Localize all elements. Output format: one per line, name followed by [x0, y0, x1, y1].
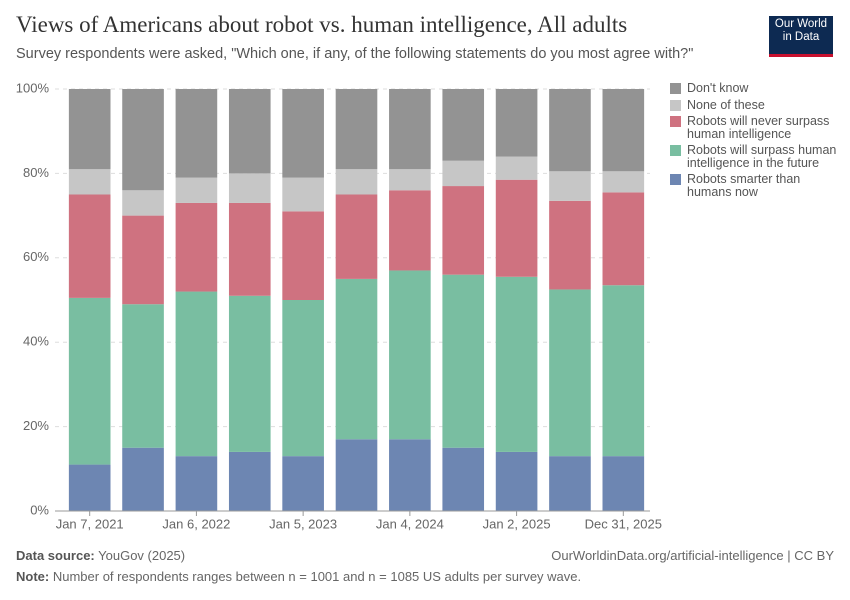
chart-title: Views of Americans about robot vs. human…	[16, 12, 628, 37]
legend-item[interactable]: Robots smarter than humans now	[670, 173, 840, 198]
bar-segment	[335, 278, 378, 440]
source-label: Data source:	[16, 548, 95, 563]
bar-segment	[282, 300, 324, 457]
bar-segment	[122, 447, 164, 511]
note: Number of respondents ranges between n =…	[52, 569, 582, 584]
bar-segment	[228, 173, 271, 203]
y-tick-label: 100%	[16, 80, 50, 95]
bar-segment	[602, 456, 645, 511]
legend-label: Robots smarter than humans now	[687, 172, 801, 199]
bar-segment	[389, 270, 431, 440]
note-label: Note:	[16, 569, 50, 584]
bar-segment	[495, 179, 538, 277]
x-tick-label: Jan 4, 2024	[376, 516, 444, 531]
chart-subtitle: Survey respondents were asked, "Which on…	[16, 46, 694, 62]
y-tick-label: 0%	[30, 502, 49, 517]
bar-segment	[122, 190, 164, 216]
bar-segment	[549, 200, 591, 290]
bar-segment	[175, 456, 218, 511]
bar-segment	[442, 186, 485, 275]
bar-segment	[495, 156, 538, 180]
bar-segment	[175, 89, 218, 178]
bar-segment	[442, 274, 485, 448]
x-tick-label: Jan 7, 2021	[56, 516, 124, 531]
y-tick-label: 20%	[23, 418, 49, 433]
bar-segment	[228, 295, 271, 452]
bar-segment	[442, 89, 485, 161]
bar-segment	[175, 177, 218, 203]
note-line: Note: Number of respondents ranges betwe…	[16, 569, 581, 584]
y-tick-label: 40%	[23, 334, 49, 349]
bar-segment	[389, 169, 431, 191]
bar-segment	[549, 171, 591, 201]
bar-segment	[442, 160, 485, 187]
bar-segment	[282, 89, 324, 178]
bar-segment	[282, 177, 324, 212]
bar-segment	[495, 89, 538, 157]
bar-segment	[228, 451, 271, 511]
source-line: Data source: YouGov (2025)	[16, 548, 185, 563]
y-tick-label: 60%	[23, 249, 49, 264]
bar-segment	[282, 456, 324, 511]
bar-segment	[68, 194, 111, 298]
bar-segment	[282, 211, 324, 300]
bar-segment	[68, 297, 111, 465]
legend-item[interactable]: Robots will never surpass human intellig…	[670, 115, 840, 140]
bar-segment	[389, 89, 431, 170]
bar-segment	[442, 447, 485, 511]
bar-segment	[122, 89, 164, 191]
x-tick-label: Jan 2, 2025	[483, 516, 551, 531]
chart: 0% 20% 40% 60% 80% 100% Jan 7, 2021 Jan 6, 2022…	[16, 80, 662, 531]
x-tick-label: Dec 31, 2025	[585, 516, 662, 531]
bar-segment	[335, 89, 378, 170]
bar-segment	[495, 276, 538, 452]
bar-segment	[68, 169, 111, 195]
bar-segment	[549, 89, 591, 172]
legend-label: Don't know	[687, 81, 749, 95]
bar-segment	[602, 192, 645, 286]
bar-segment	[389, 190, 431, 271]
legend-label: Robots will surpass human intelligence i…	[687, 143, 837, 170]
x-tick-label: Jan 6, 2022	[162, 516, 230, 531]
bar-segment	[68, 464, 111, 511]
bar-segment	[122, 304, 164, 448]
bar-segment	[549, 456, 591, 511]
bar-segment	[228, 89, 271, 174]
bar-segment	[335, 194, 378, 279]
bar-segment	[549, 289, 591, 457]
bar-segment	[389, 439, 431, 511]
legend-swatch	[670, 174, 681, 185]
legend-label: Robots will never surpass human intellig…	[687, 114, 830, 141]
bar-segment	[335, 439, 378, 511]
legend-item[interactable]: None of these	[670, 97, 840, 112]
url[interactable]: OurWorldinData.org/artificial-intelligen…	[551, 548, 834, 563]
bar-segment	[602, 285, 645, 457]
bar-segment	[228, 202, 271, 296]
bar-segment	[602, 171, 645, 193]
legend-item[interactable]: Robots will surpass human intelligence i…	[670, 144, 840, 169]
x-tick-label: Jan 5, 2023	[269, 516, 337, 531]
bar-segment	[68, 89, 111, 170]
source[interactable]: YouGov (2025)	[98, 548, 186, 563]
legend-label: None of these	[687, 97, 765, 112]
bar-segment	[495, 451, 538, 511]
legend-swatch	[670, 99, 681, 111]
y-tick-label: 80%	[23, 165, 49, 180]
logo[interactable]: Our World in Data	[769, 16, 833, 57]
legend-item[interactable]: Don't know	[670, 82, 840, 95]
bar-segment	[175, 202, 218, 292]
legend: Don't know None of these Robots will never…	[670, 82, 840, 202]
bar-segment	[122, 215, 164, 305]
legend-swatch	[670, 145, 681, 156]
bar-segment	[175, 291, 218, 457]
bar-segment	[335, 169, 378, 195]
legend-swatch	[670, 116, 681, 127]
bar-segment	[602, 89, 645, 172]
legend-swatch	[670, 83, 681, 94]
